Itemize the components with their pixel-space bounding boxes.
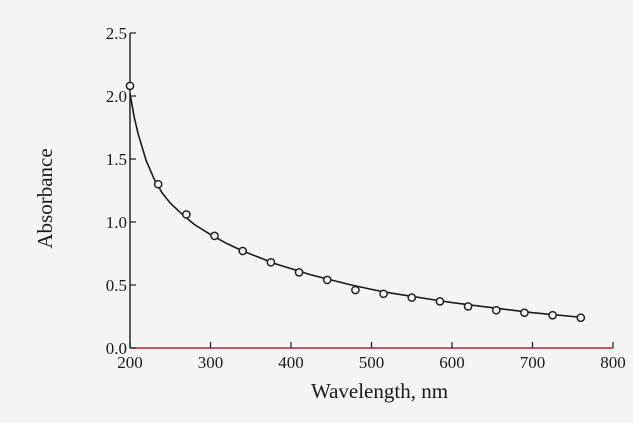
data-point: [407, 293, 417, 302]
data-point: [238, 246, 248, 256]
y-tick-label: 2.5: [106, 24, 127, 43]
x-axis-title: Wavelength, nm: [311, 379, 448, 403]
data-point: [463, 302, 473, 311]
data-point: [576, 313, 586, 323]
x-tick-label: 200: [117, 353, 143, 372]
y-tick-label: 2.0: [106, 87, 127, 106]
data-point: [520, 308, 529, 318]
y-tick-label: 0.5: [106, 276, 127, 295]
x-tick-label: 400: [278, 353, 304, 372]
data-point: [266, 257, 276, 267]
fitted-curve: [129, 93, 585, 319]
data-point: [182, 210, 191, 219]
data-point: [125, 81, 135, 91]
data-point: [379, 289, 388, 299]
y-tick-label: 1.0: [106, 213, 127, 232]
data-point: [322, 275, 332, 285]
data-point: [351, 285, 360, 295]
data-point: [294, 268, 304, 277]
y-tick-label: 1.5: [106, 150, 127, 169]
x-tick-label: 500: [359, 353, 385, 372]
x-tick-label: 600: [439, 353, 465, 372]
x-tick-label: 300: [198, 353, 224, 372]
data-point: [210, 231, 219, 241]
x-tick-label: 700: [520, 353, 546, 372]
y-tick-label: 0.0: [106, 339, 127, 358]
data-point: [491, 305, 501, 315]
x-tick-label: 800: [600, 353, 626, 372]
data-point: [153, 179, 163, 189]
data-point: [435, 297, 445, 306]
data-point: [548, 310, 557, 320]
y-axis-title: Absorbance: [33, 148, 57, 248]
